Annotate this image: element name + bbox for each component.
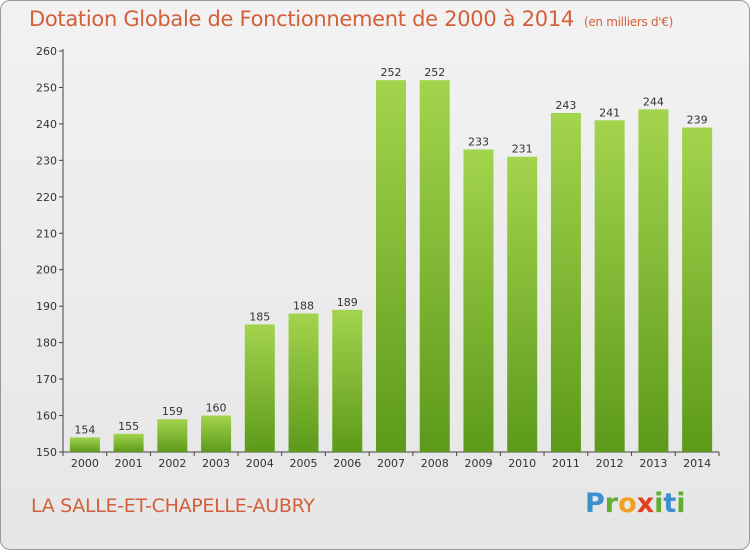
bar xyxy=(419,80,450,452)
bar xyxy=(638,109,669,452)
bar xyxy=(157,419,188,452)
bar xyxy=(332,309,363,452)
bar-value-label: 231 xyxy=(512,143,533,156)
y-tick-label: 220 xyxy=(36,191,57,204)
bar-value-label: 159 xyxy=(162,405,183,418)
bar-value-label: 239 xyxy=(687,114,708,127)
x-tick-label: 2002 xyxy=(158,457,186,470)
x-tick-label: 2006 xyxy=(333,457,361,470)
chart-title: Dotation Globale de Fonctionnement de 20… xyxy=(29,7,673,31)
y-tick-label: 150 xyxy=(36,446,57,459)
bar-value-label: 252 xyxy=(381,66,402,79)
bar xyxy=(682,127,713,453)
bar-value-label: 252 xyxy=(424,66,445,79)
commune-name: LA SALLE-ET-CHAPELLE-AUBRY xyxy=(31,495,315,517)
bar-value-label: 241 xyxy=(599,106,620,119)
bar-value-label: 244 xyxy=(643,95,664,108)
y-tick-label: 190 xyxy=(36,300,57,313)
x-tick-label: 2011 xyxy=(552,457,580,470)
y-tick-label: 230 xyxy=(36,154,57,167)
bar-value-label: 243 xyxy=(555,99,576,112)
y-tick-label: 260 xyxy=(36,45,57,58)
bar xyxy=(288,313,319,452)
x-tick-label: 2012 xyxy=(596,457,624,470)
y-tick-label: 200 xyxy=(36,264,57,277)
bar-value-label: 155 xyxy=(118,420,139,433)
x-tick-label: 2008 xyxy=(421,457,449,470)
x-tick-label: 2010 xyxy=(508,457,536,470)
bar-value-label: 188 xyxy=(293,299,314,312)
bar xyxy=(550,112,581,453)
chart-subtitle: (en milliers d'€) xyxy=(583,15,673,29)
y-tick-label: 210 xyxy=(36,227,57,240)
x-tick-label: 2005 xyxy=(290,457,318,470)
y-tick-label: 170 xyxy=(36,373,57,386)
x-tick-label: 2003 xyxy=(202,457,230,470)
x-tick-label: 2000 xyxy=(71,457,99,470)
bar-value-label: 185 xyxy=(249,310,270,323)
x-tick-label: 2001 xyxy=(115,457,143,470)
y-tick-label: 250 xyxy=(36,81,57,94)
x-tick-label: 2009 xyxy=(464,457,492,470)
bar-value-label: 233 xyxy=(468,135,489,148)
bar xyxy=(113,433,144,452)
x-tick-label: 2013 xyxy=(639,457,667,470)
bar xyxy=(244,324,275,452)
chart-title-text: Dotation Globale de Fonctionnement de 20… xyxy=(29,7,574,31)
bar xyxy=(376,80,406,452)
bar-value-label: 160 xyxy=(206,402,227,415)
bar-value-label: 189 xyxy=(337,296,358,309)
y-tick-label: 160 xyxy=(36,410,57,423)
bar-value-label: 154 xyxy=(74,423,95,436)
y-tick-label: 240 xyxy=(36,118,57,131)
proxiti-logo[interactable]: Proxiti xyxy=(585,488,686,519)
bar xyxy=(69,437,100,452)
x-tick-label: 2014 xyxy=(683,457,711,470)
x-tick-label: 2007 xyxy=(377,457,405,470)
bar xyxy=(594,120,625,452)
y-tick-label: 180 xyxy=(36,337,57,350)
x-tick-label: 2004 xyxy=(246,457,274,470)
bar xyxy=(463,149,494,452)
bar xyxy=(507,156,538,452)
bar xyxy=(201,415,232,452)
